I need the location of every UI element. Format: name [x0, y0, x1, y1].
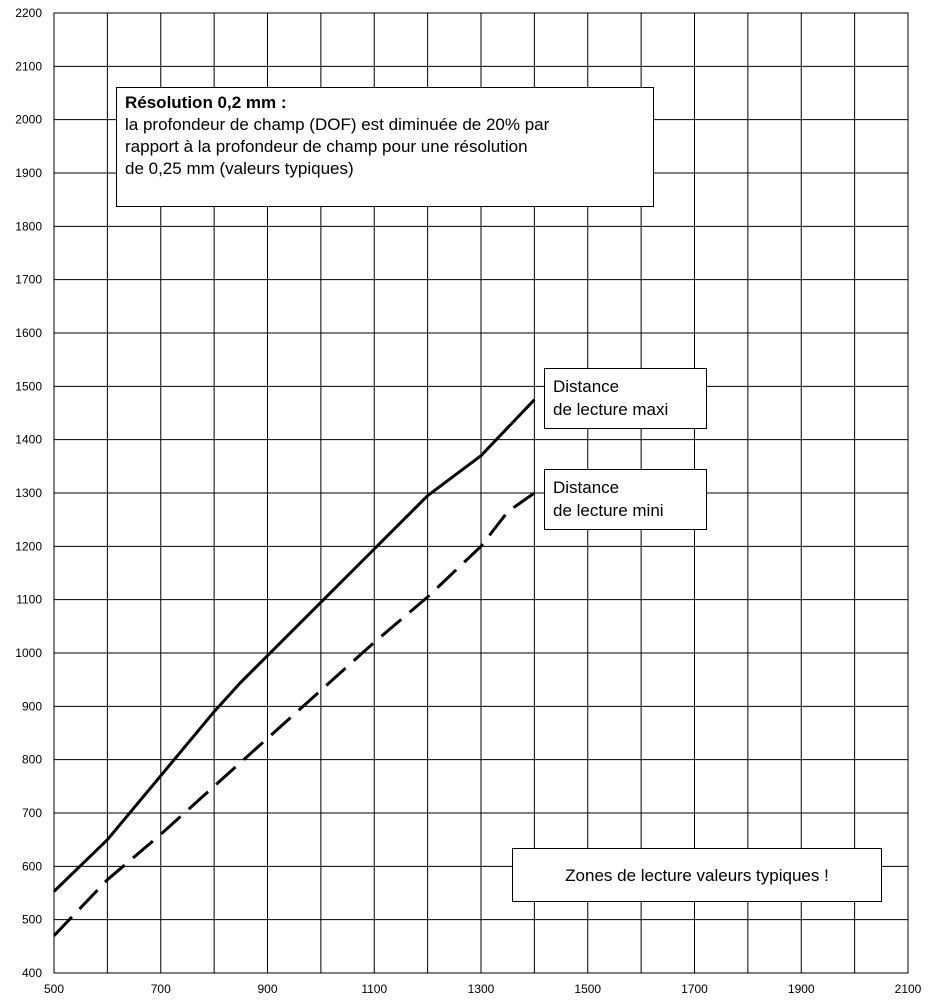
series-label-maxi: Distance de lecture maxi: [544, 368, 707, 429]
series-line-mini: [52, 491, 536, 937]
y-tick-label: 2100: [15, 59, 42, 73]
series-label-mini-line-2: de lecture mini: [553, 501, 664, 520]
x-tick-label: 1900: [788, 982, 815, 996]
series-label-maxi-line-2: de lecture maxi: [553, 400, 669, 419]
y-tick-label: 1800: [15, 219, 42, 233]
y-tick-label: 2200: [15, 6, 42, 20]
resolution-note-title: Résolution 0,2 mm :: [125, 93, 287, 112]
y-tick-label: 2000: [15, 113, 42, 127]
y-tick-label: 1700: [15, 273, 42, 287]
y-tick-label: 400: [22, 966, 42, 980]
x-tick-label: 1700: [681, 982, 708, 996]
resolution-note-line-3: de 0,25 mm (valeurs typiques): [125, 159, 354, 178]
series-label-maxi-line-1: Distance: [553, 377, 620, 396]
y-tick-label: 900: [22, 699, 42, 713]
x-tick-label: 500: [44, 982, 64, 996]
y-tick-label: 1400: [15, 433, 42, 447]
y-tick-label: 1300: [15, 486, 42, 500]
y-tick-label: 1900: [15, 166, 42, 180]
y-tick-label: 500: [22, 913, 42, 927]
series-line-maxi: [52, 398, 536, 893]
y-tick-label: 1000: [15, 646, 42, 660]
y-tick-label: 700: [22, 806, 42, 820]
x-tick-label: 2100: [895, 982, 922, 996]
y-tick-label: 600: [22, 859, 42, 873]
y-tick-label: 1100: [16, 593, 42, 607]
y-tick-label: 1500: [15, 379, 42, 393]
y-tick-label: 1200: [15, 539, 42, 553]
typical-values-note: Zones de lecture valeurs typiques !: [512, 848, 882, 902]
y-tick-label: 800: [22, 753, 42, 767]
y-tick-label: 1600: [15, 326, 42, 340]
x-tick-label: 1300: [468, 982, 495, 996]
x-tick-label: 1100: [361, 982, 387, 996]
resolution-note-line-2: rapport à la profondeur de champ pour un…: [125, 137, 528, 156]
x-tick-label: 1500: [574, 982, 601, 996]
x-tick-label: 700: [151, 982, 171, 996]
x-tick-label: 900: [257, 982, 277, 996]
axis-labels: 4005006007008009001000110012001300140015…: [15, 6, 921, 996]
plot-frame: [53, 12, 909, 974]
resolution-note-line-1: la profondeur de champ (DOF) est diminué…: [125, 115, 550, 134]
resolution-note-box: Résolution 0,2 mm : la profondeur de cha…: [116, 87, 654, 207]
series-label-mini-line-1: Distance: [553, 478, 620, 497]
series-lines: [52, 398, 536, 937]
series-label-mini: Distance de lecture mini: [544, 469, 707, 530]
